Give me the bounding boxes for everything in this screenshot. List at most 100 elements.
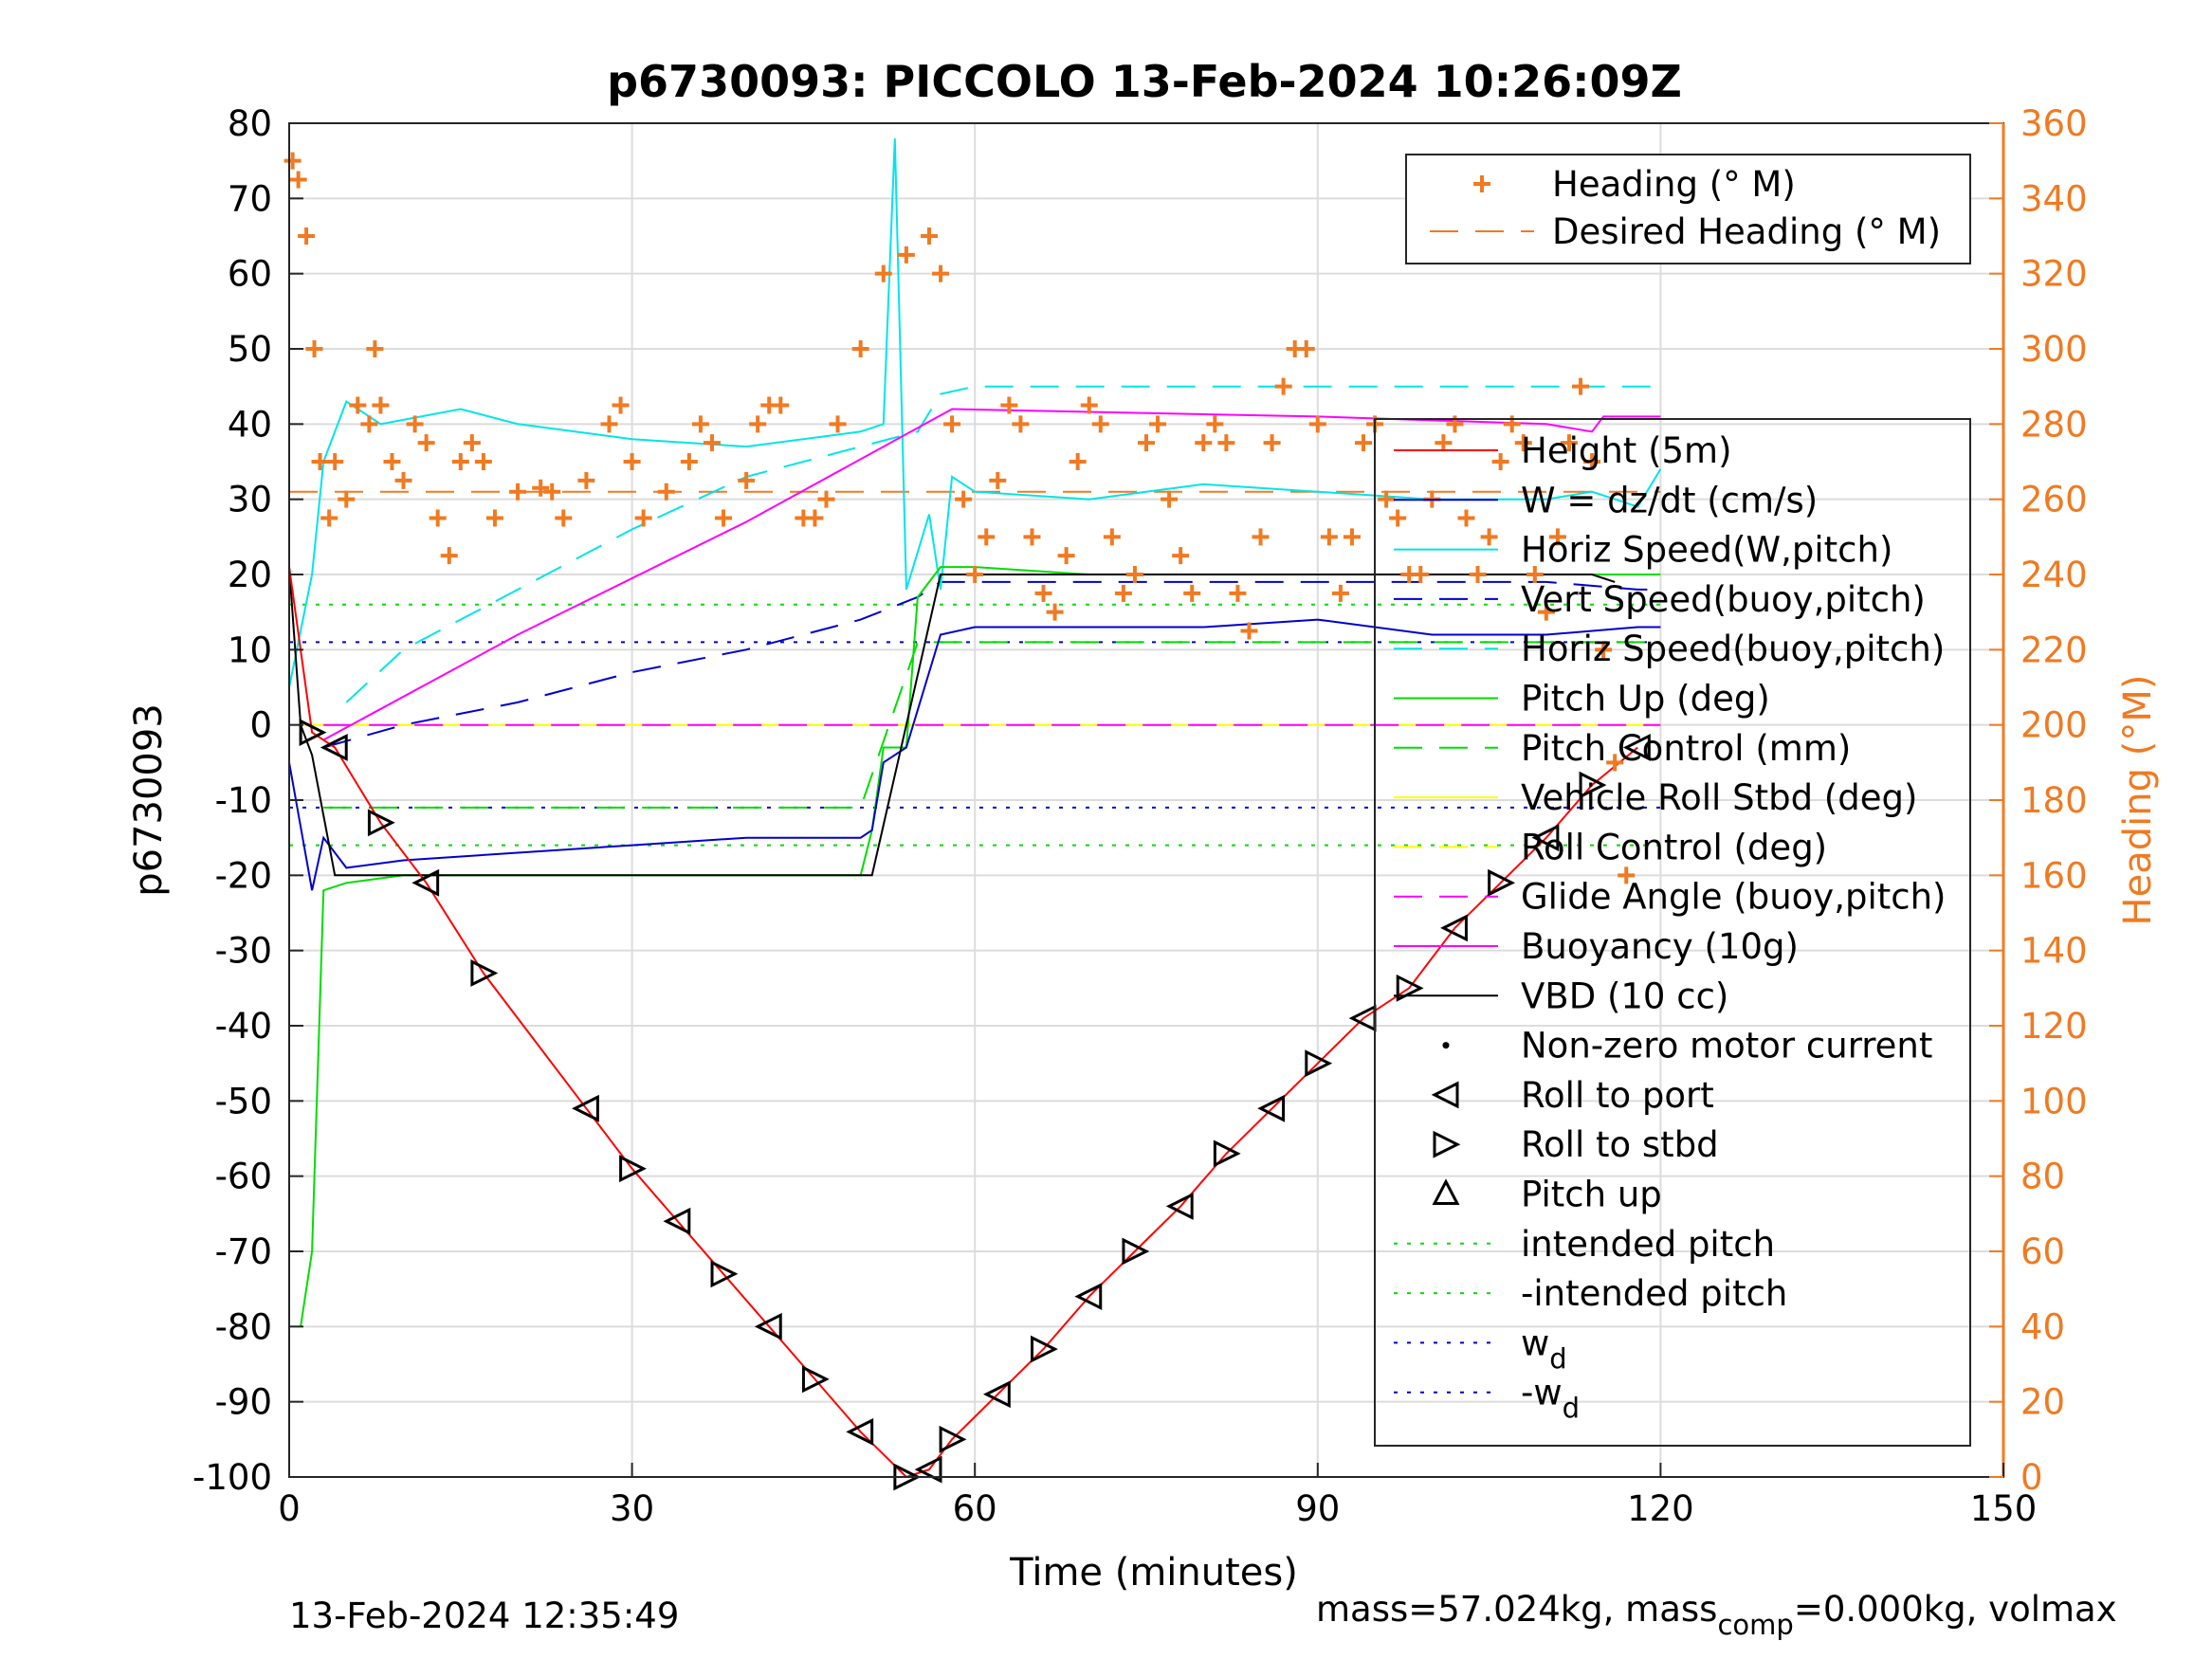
y-tick-label: -30: [215, 931, 272, 972]
legend-vehicle-roll-stbd-deg-label: Vehicle Roll Stbd (deg): [1521, 777, 1917, 818]
heading-point: [772, 396, 790, 414]
heading-point: [349, 396, 367, 414]
y-tick-label: 30: [228, 480, 272, 520]
footer-mass-rest: =0.000kg, volmax: [1794, 1589, 2117, 1630]
legend-heading-heading-m-label: Heading (° M): [1552, 164, 1796, 205]
heading-point: [897, 246, 915, 264]
heading-point: [1195, 434, 1213, 452]
heading-point: [1480, 528, 1498, 546]
heading-point: [1355, 434, 1373, 452]
right-tick-label: 180: [2020, 780, 2088, 821]
y-tick-label: 20: [228, 555, 272, 595]
legend-vert-speed-buoy-pitch-label: Vert Speed(buoy,pitch): [1521, 579, 1926, 620]
y-axis-label: p6730093: [127, 703, 171, 897]
heading-point: [1000, 396, 1018, 414]
series-layer: [283, 137, 1662, 1479]
x-axis-label: Time (minutes): [1009, 1551, 1298, 1595]
legend-heading-heading-m-swatch: [1473, 175, 1490, 192]
heading-point: [320, 509, 338, 527]
heading-point: [1206, 415, 1224, 433]
heading-point: [978, 528, 996, 546]
roll-marker: [470, 959, 499, 987]
heading-point: [555, 509, 573, 527]
heading-point: [305, 340, 323, 357]
roll-marker: [939, 1425, 967, 1453]
y-tick-label: -50: [215, 1081, 272, 1121]
legend-horiz-speed-buoy-pitch-label: Horiz Speed(buoy,pitch): [1521, 629, 1945, 669]
heading-point: [1457, 509, 1475, 527]
heading-point: [451, 453, 469, 470]
heading-point: [1526, 566, 1544, 583]
heading-point: [806, 509, 824, 527]
heading-point: [429, 509, 447, 527]
heading-point: [612, 396, 630, 414]
legend-roll-to-stbd-swatch: [1433, 1130, 1461, 1158]
legend-height-5m-label: Height (5m): [1521, 430, 1732, 471]
heading-point: [851, 340, 869, 357]
heading-point: [1183, 584, 1201, 602]
right-tick-label: 360: [2020, 103, 2088, 144]
heading-point: [1103, 528, 1121, 546]
heading-point: [1331, 584, 1349, 602]
main-legend-box: [1374, 418, 1971, 1447]
y-tick-label: 70: [228, 178, 272, 219]
roll-marker: [1488, 868, 1516, 897]
legend-roll-to-port-swatch: [1431, 1081, 1459, 1109]
heading-point: [1172, 547, 1190, 565]
legend-pitch-control-mm-label: Pitch Control (mm): [1521, 728, 1851, 769]
heading-point: [543, 483, 561, 501]
heading-point: [463, 434, 481, 452]
y-tick-label: 50: [228, 329, 272, 370]
heading-point: [738, 471, 756, 489]
heading-point: [749, 415, 767, 433]
legend-pitch-up-deg-label: Pitch Up (deg): [1521, 679, 1770, 720]
heading-point: [1080, 396, 1098, 414]
footer-mass-sub: comp: [1717, 1609, 1793, 1641]
roll-marker: [914, 1455, 942, 1484]
heading-point: [1297, 340, 1315, 357]
heading-point: [1229, 584, 1247, 602]
roll-marker: [1440, 914, 1468, 942]
heading-point: [298, 228, 316, 245]
heading-point: [943, 415, 961, 433]
heading-point: [577, 471, 595, 489]
heading-point: [1343, 528, 1361, 546]
heading-point: [1149, 415, 1167, 433]
heading-point: [485, 509, 503, 527]
legend-horiz-speed-w-pitch-label: Horiz Speed(W,pitch): [1521, 530, 1892, 571]
heading-point: [829, 415, 847, 433]
heading-point: [509, 483, 527, 501]
heading-point: [1583, 453, 1601, 470]
x-tick-label: 0: [278, 1488, 301, 1529]
heading-point: [1320, 528, 1338, 546]
heading-point: [1012, 415, 1030, 433]
legend-roll-to-port-label: Roll to port: [1521, 1075, 1714, 1116]
heading-point: [1023, 528, 1041, 546]
right-tick-label: 280: [2020, 404, 2088, 445]
heading-point: [1046, 603, 1064, 621]
legend-non-zero-motor-current-label: Non-zero motor current: [1521, 1026, 1932, 1066]
heading-point: [920, 228, 938, 245]
heading-point: [440, 547, 458, 565]
legend-intended-pitch-label: -intended pitch: [1521, 1273, 1787, 1314]
heading-point: [1125, 566, 1143, 583]
heading-point: [680, 453, 698, 470]
heading-point: [1560, 434, 1578, 452]
y-tick-label: -100: [192, 1457, 272, 1498]
x-tick-label: 150: [1970, 1488, 2038, 1529]
y-tick-label: 40: [228, 404, 272, 445]
heading-point: [1091, 415, 1109, 433]
legend-w-dz-dt-cm-s-label: W = dz/dt (cm/s): [1521, 480, 1818, 520]
heading-point: [703, 434, 721, 452]
legend-glide-angle-buoy-pitch-label: Glide Angle (buoy,pitch): [1521, 877, 1946, 918]
legend-intended-pitch-label: intended pitch: [1521, 1224, 1775, 1265]
y-tick-label: 60: [228, 254, 272, 295]
footer-timestamp: 13-Feb-2024 12:35:49: [289, 1595, 679, 1636]
roll-marker: [663, 1207, 691, 1235]
heading-point: [1138, 434, 1155, 452]
roll-marker: [801, 1365, 830, 1394]
roll-marker: [367, 809, 395, 837]
roll-marker: [846, 1417, 874, 1446]
heading-point: [1161, 490, 1179, 508]
